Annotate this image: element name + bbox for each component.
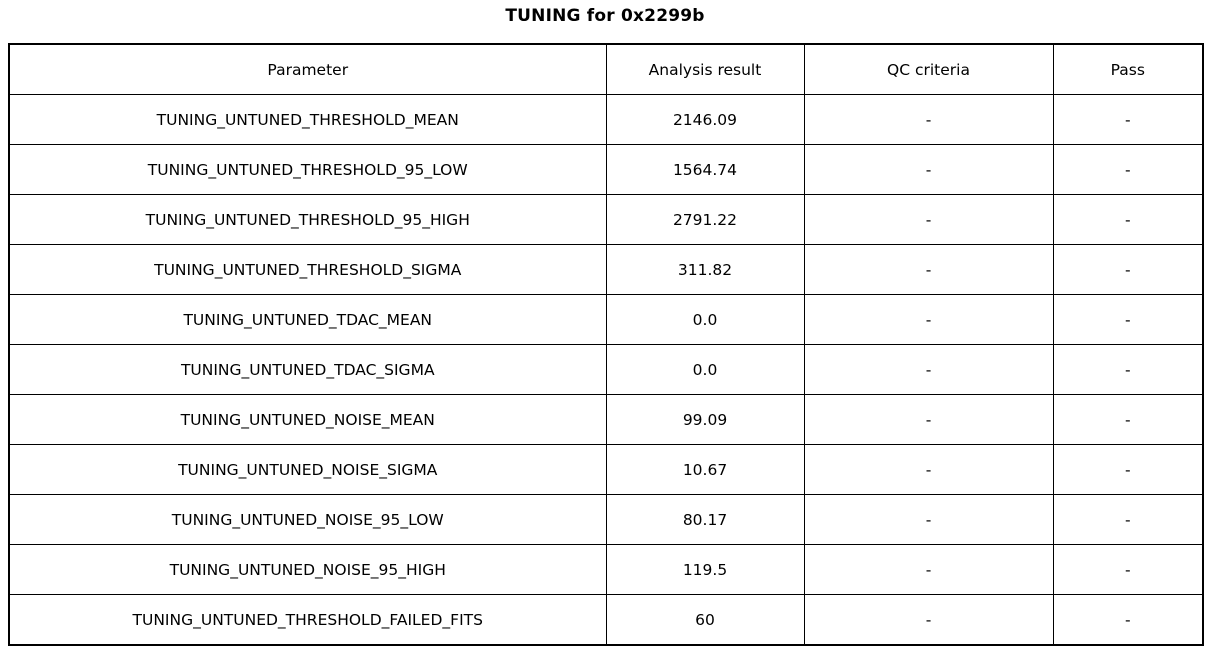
value-cell: 2791.22: [605, 194, 805, 245]
column-header: QC criteria: [803, 43, 1054, 95]
table-row: TUNING_UNTUNED_NOISE_MEAN 99.09- -: [8, 394, 1204, 445]
value-cell: -: [803, 544, 1054, 595]
tuning-results-table: Parameter Analysis result QC criteria Pass …: [8, 43, 1204, 646]
value-cell: 80.17: [605, 494, 805, 545]
table-row: TUNING_UNTUNED_THRESHOLD_FAILED_FITS 60- -: [8, 594, 1204, 646]
table-row: TUNING_UNTUNED_TDAC_MEAN 0.0- -: [8, 294, 1204, 345]
parameter-cell: TUNING_UNTUNED_THRESHOLD_FAILED_FITS: [8, 594, 607, 646]
value-cell: -: [1052, 444, 1204, 495]
value-cell: -: [1052, 194, 1204, 245]
parameter-cell: TUNING_UNTUNED_TDAC_MEAN: [8, 294, 607, 345]
value-cell: 2146.09: [605, 94, 805, 145]
parameter-cell: TUNING_UNTUNED_NOISE_95_LOW: [8, 494, 607, 545]
table-header: Parameter Analysis result QC criteria Pass: [8, 43, 1204, 95]
value-cell: -: [803, 194, 1054, 245]
table-row: TUNING_UNTUNED_THRESHOLD_SIGMA 311.82- -: [8, 244, 1204, 295]
value-cell: -: [803, 394, 1054, 445]
parameter-cell: TUNING_UNTUNED_THRESHOLD_95_LOW: [8, 144, 607, 195]
value-cell: -: [1052, 94, 1204, 145]
value-cell: -: [803, 294, 1054, 345]
parameter-cell: TUNING_UNTUNED_TDAC_SIGMA: [8, 344, 607, 395]
table-row: TUNING_UNTUNED_THRESHOLD_MEAN 2146.09- -: [8, 94, 1204, 145]
column-header: Parameter: [8, 43, 607, 95]
value-cell: -: [803, 94, 1054, 145]
table-row: TUNING_UNTUNED_NOISE_95_LOW 80.17- -: [8, 494, 1204, 545]
value-cell: -: [1052, 594, 1204, 646]
page-title: TUNING for 0x2299b: [505, 6, 705, 26]
value-cell: -: [1052, 544, 1204, 595]
value-cell: 60: [605, 594, 805, 646]
parameter-cell: TUNING_UNTUNED_THRESHOLD_MEAN: [8, 94, 607, 145]
parameter-cell: TUNING_UNTUNED_NOISE_SIGMA: [8, 444, 607, 495]
value-cell: 0.0: [605, 344, 805, 395]
value-cell: -: [803, 594, 1054, 646]
table-row: TUNING_UNTUNED_NOISE_95_HIGH 119.5- -: [8, 544, 1204, 595]
parameter-cell: TUNING_UNTUNED_NOISE_MEAN: [8, 394, 607, 445]
value-cell: -: [1052, 294, 1204, 345]
value-cell: -: [1052, 244, 1204, 295]
value-cell: 311.82: [605, 244, 805, 295]
value-cell: 10.67: [605, 444, 805, 495]
value-cell: -: [803, 444, 1054, 495]
parameter-cell: TUNING_UNTUNED_NOISE_95_HIGH: [8, 544, 607, 595]
table-row: TUNING_UNTUNED_THRESHOLD_95_HIGH 2791.22-…: [8, 194, 1204, 245]
value-cell: -: [803, 144, 1054, 195]
value-cell: -: [1052, 494, 1204, 545]
table-header-row: Parameter Analysis result QC criteria Pass: [8, 43, 1204, 95]
value-cell: -: [803, 494, 1054, 545]
value-cell: -: [1052, 144, 1204, 195]
value-cell: -: [1052, 394, 1204, 445]
table-body: TUNING_UNTUNED_THRESHOLD_MEAN 2146.09- - TU…: [8, 94, 1204, 646]
value-cell: -: [803, 344, 1054, 395]
value-cell: -: [1052, 344, 1204, 395]
value-cell: 0.0: [605, 294, 805, 345]
column-header: Pass: [1052, 43, 1204, 95]
column-header: Analysis result: [605, 43, 805, 95]
value-cell: -: [803, 244, 1054, 295]
table-row: TUNING_UNTUNED_TDAC_SIGMA 0.0- -: [8, 344, 1204, 395]
value-cell: 1564.74: [605, 144, 805, 195]
parameter-cell: TUNING_UNTUNED_THRESHOLD_95_HIGH: [8, 194, 607, 245]
value-cell: 99.09: [605, 394, 805, 445]
table-row: TUNING_UNTUNED_THRESHOLD_95_LOW 1564.74- -: [8, 144, 1204, 195]
value-cell: 119.5: [605, 544, 805, 595]
table-row: TUNING_UNTUNED_NOISE_SIGMA 10.67- -: [8, 444, 1204, 495]
parameter-cell: TUNING_UNTUNED_THRESHOLD_SIGMA: [8, 244, 607, 295]
